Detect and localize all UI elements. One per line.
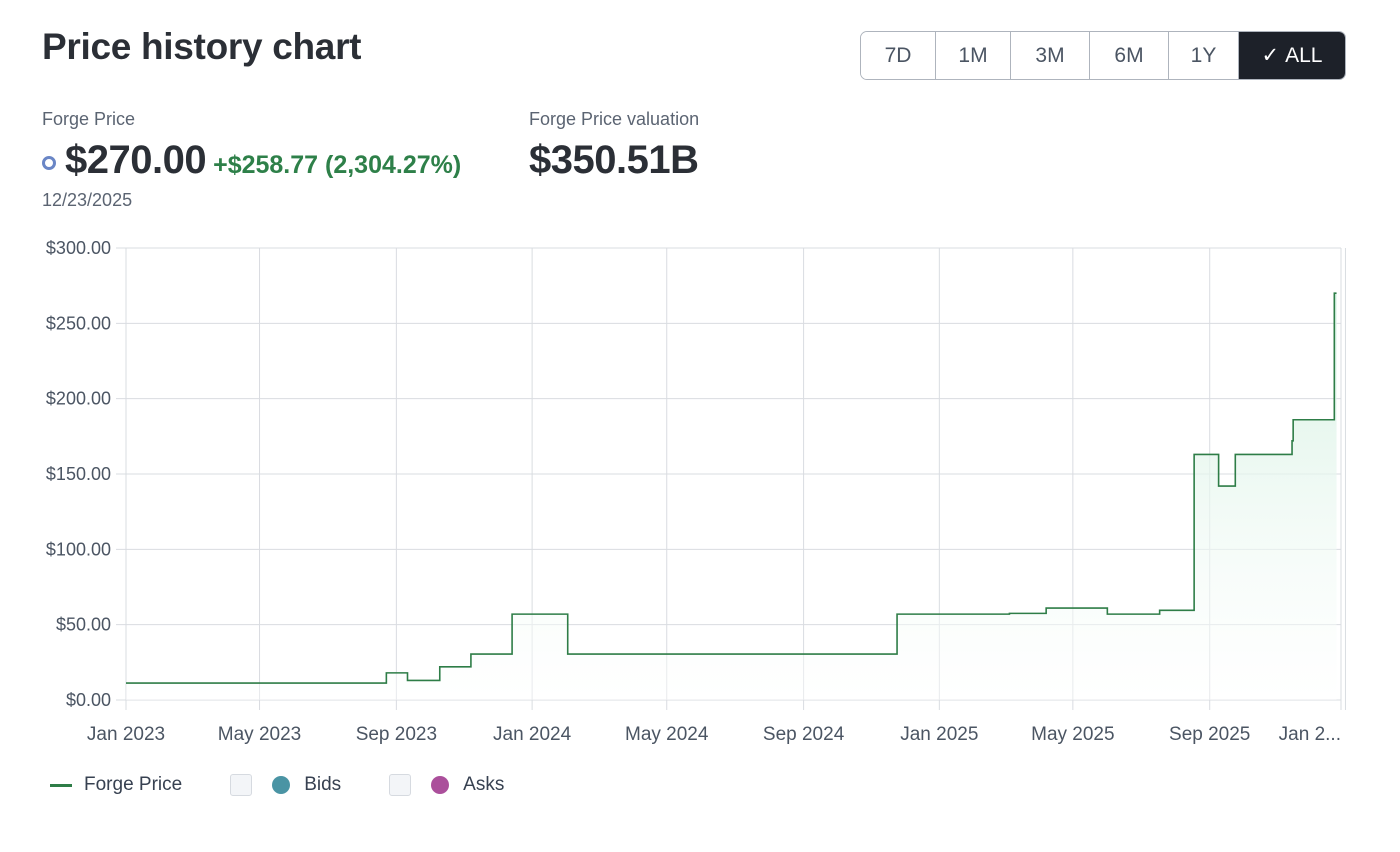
y-tick-label: $100.00: [46, 539, 111, 559]
page-title: Price history chart: [42, 26, 362, 67]
bids-dot-icon: [272, 776, 291, 794]
price-history-chart[interactable]: $0.00 $50.00 $100.00 $150.00 $200.00 $250.00 $…: [0, 230, 1400, 760]
price-area-fill: [126, 293, 1337, 700]
range-button-all-label: ALL: [1285, 44, 1323, 67]
bids-checkbox[interactable]: [230, 774, 253, 796]
legend-item-forge-price[interactable]: Forge Price: [50, 774, 182, 796]
x-tick-label: May 2024: [625, 724, 709, 745]
x-tick-label: Sep 2024: [763, 724, 845, 745]
time-range-selector: 7D 1M 3M 6M 1Y ✓ ALL: [860, 31, 1346, 80]
x-tick-label: Jan 2...: [1279, 724, 1341, 745]
range-button-all[interactable]: ✓ ALL: [1238, 32, 1345, 79]
circle-marker-icon: [42, 156, 56, 170]
range-button-6m[interactable]: 6M: [1089, 32, 1168, 79]
y-tick-label: $300.00: [46, 238, 111, 258]
range-button-1y[interactable]: 1Y: [1168, 32, 1238, 79]
forge-price-value: $270.00: [65, 138, 207, 182]
legend-forge-price-label: Forge Price: [84, 774, 183, 795]
legend-line-marker: [50, 783, 72, 787]
forge-price-label: Forge Price: [42, 109, 136, 129]
x-tick-label: Jan 2024: [493, 724, 572, 745]
forge-price-change: +$258.77 (2,304.27%): [213, 151, 462, 179]
y-tick-label: $0.00: [66, 690, 111, 710]
checkmark-icon: ✓: [1261, 44, 1280, 67]
range-button-1m[interactable]: 1M: [935, 32, 1010, 79]
y-tick-label: $150.00: [46, 464, 111, 484]
x-tick-label: May 2023: [218, 724, 301, 745]
asks-dot-icon: [431, 776, 450, 794]
x-tick-label: Sep 2025: [1169, 724, 1250, 745]
x-tick-label: Jan 2025: [900, 724, 978, 745]
legend-bids-label: Bids: [304, 774, 342, 795]
chart-legend: Forge Price Bids Asks: [50, 774, 552, 796]
valuation-value: $350.51B: [529, 138, 699, 182]
x-tick-label: Jan 2023: [87, 724, 165, 745]
x-tick-label: Sep 2023: [356, 724, 437, 745]
asks-checkbox[interactable]: [389, 774, 412, 796]
forge-price-date: 12/23/2025: [42, 190, 133, 210]
forge-price-row: $270.00 +$258.77 (2,304.27%): [42, 138, 461, 183]
x-tick-label: May 2025: [1031, 724, 1114, 745]
range-button-3m[interactable]: 3M: [1010, 32, 1089, 79]
valuation-label: Forge Price valuation: [529, 109, 700, 129]
y-tick-label: $50.00: [56, 615, 111, 635]
y-tick-label: $200.00: [46, 389, 111, 409]
legend-asks-label: Asks: [463, 774, 505, 795]
y-tick-label: $250.00: [46, 313, 111, 333]
range-button-7d[interactable]: 7D: [861, 32, 935, 79]
forge-price-line[interactable]: [126, 292, 1337, 684]
legend-item-asks[interactable]: Asks: [389, 774, 504, 796]
legend-item-bids[interactable]: Bids: [230, 774, 341, 796]
